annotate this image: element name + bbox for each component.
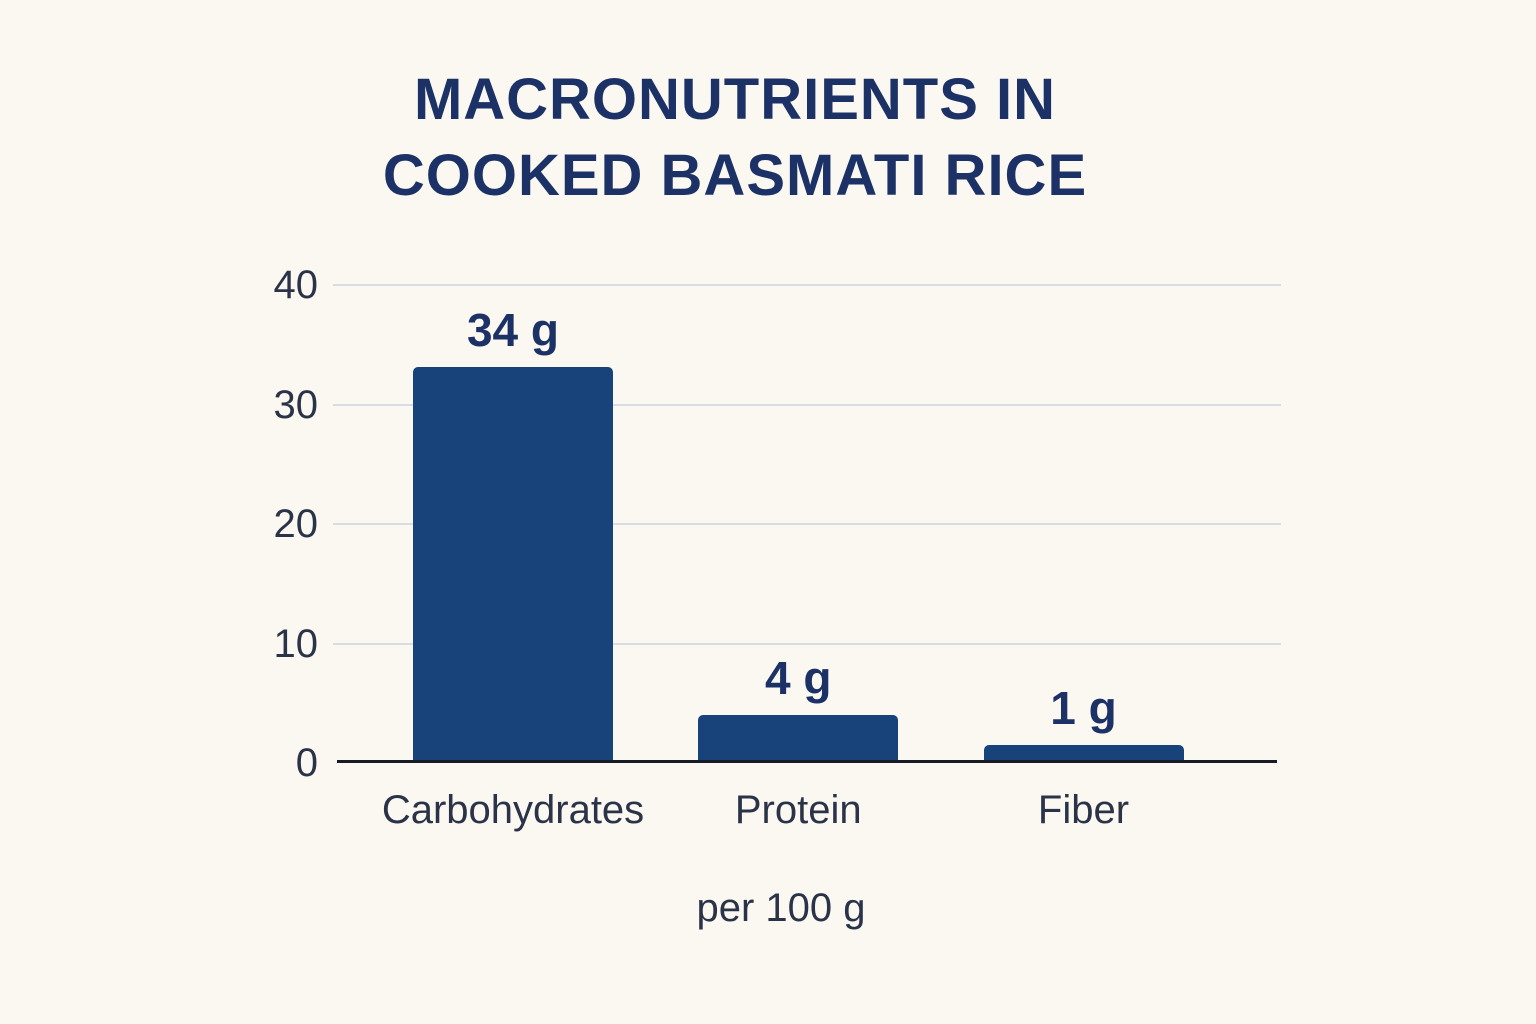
y-tick-label: 40: [273, 263, 319, 307]
bar-protein: [698, 714, 899, 760]
gridline: [333, 642, 1281, 645]
x-axis-caption: per 100 g: [696, 886, 866, 930]
plot-area: 34 g 4 g 1 g: [333, 284, 1281, 763]
chart-title-line1: MACRONUTRIENTS IN: [413, 67, 1057, 132]
y-tick-label: 0: [295, 741, 318, 785]
y-tick-label: 10: [273, 621, 319, 666]
gridline: [333, 403, 1281, 406]
bar-carbohydrates: [413, 366, 613, 760]
bar-value-label: 4 g: [765, 651, 832, 704]
y-tick-label: 20: [273, 502, 319, 546]
y-tick-label: 30: [273, 382, 319, 427]
x-category-label: Protein: [734, 788, 862, 832]
x-axis-line: [337, 760, 1277, 763]
bar-value-label: 34 g: [466, 303, 560, 356]
gridline: [333, 523, 1281, 525]
chart-title: MACRONUTRIENTS IN COOKED BASMATI RICE: [383, 62, 1087, 214]
bar-fiber: [983, 745, 1184, 760]
chart-title-line2: COOKED BASMATI RICE: [382, 143, 1088, 208]
gridline: [333, 284, 1281, 286]
bar-value-label: 1 g: [1050, 682, 1117, 735]
x-category-label: Carbohydrates: [381, 788, 645, 832]
x-category-label: Fiber: [1037, 788, 1130, 832]
